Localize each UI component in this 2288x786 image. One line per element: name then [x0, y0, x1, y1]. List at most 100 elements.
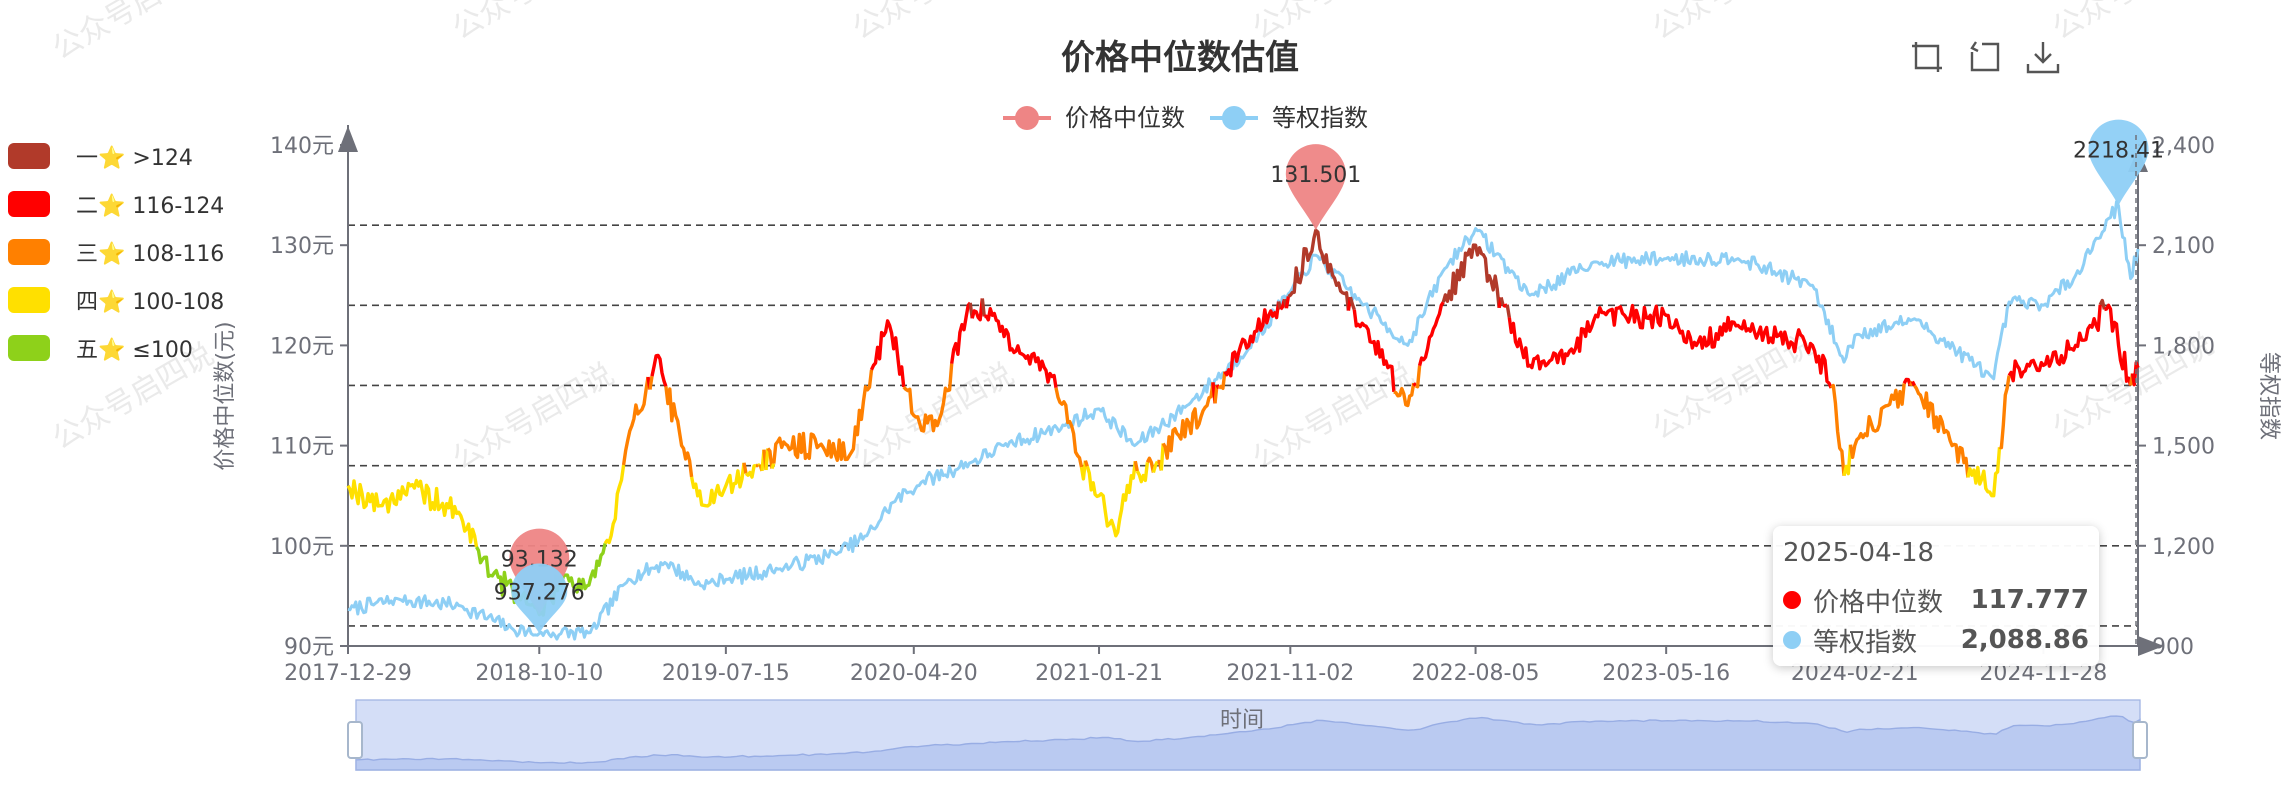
datazoom-label: 时间 — [1220, 708, 1264, 733]
median-line-segment[interactable] — [1352, 309, 1396, 393]
median-line-segment[interactable] — [764, 448, 770, 471]
legend-item-index[interactable]: 等权指数 — [1210, 104, 1368, 132]
x-tick-label: 2018-10-10 — [475, 661, 603, 686]
datazoom-handle-right[interactable] — [2132, 721, 2148, 759]
median-line-segment[interactable] — [766, 447, 774, 469]
band-legend-item-1[interactable]: 一⭐ >124 — [8, 132, 224, 180]
median-line-segment[interactable] — [902, 363, 954, 433]
median-line-segment[interactable] — [2007, 304, 2102, 383]
marker-label: 2218.41 — [2073, 139, 2164, 164]
tooltip-dot-median — [1783, 591, 1801, 609]
datazoom-selection — [355, 699, 2141, 771]
series-equal-weight-index[interactable] — [347, 200, 2140, 641]
band-label-4: 四⭐ 100-108 — [76, 290, 225, 315]
restore-icon[interactable] — [1966, 38, 2004, 76]
median-line-segment[interactable] — [950, 301, 972, 364]
left-tick-label: 100元 — [270, 535, 334, 560]
median-line-segment[interactable] — [1902, 377, 1913, 387]
median-line-segment[interactable] — [1145, 456, 1156, 473]
median-line-segment[interactable] — [1079, 460, 1088, 481]
median-line-segment[interactable] — [984, 307, 1058, 389]
median-line-segment[interactable] — [1999, 375, 2011, 450]
median-line-segment[interactable] — [980, 298, 986, 317]
median-line-segment[interactable] — [1441, 243, 1501, 308]
band-legend-item-2[interactable]: 二⭐ 116-124 — [8, 180, 224, 228]
median-line-segment[interactable] — [1054, 387, 1084, 468]
zoom-icon[interactable] — [1908, 38, 1946, 76]
median-line-segment[interactable] — [1842, 444, 1853, 477]
band-label-2: 二⭐ 116-124 — [76, 194, 225, 219]
median-line-segment[interactable] — [2104, 303, 2133, 386]
median-line-segment[interactable] — [1348, 296, 1356, 311]
series-price-median[interactable] — [346, 228, 2140, 617]
median-line-segment[interactable] — [650, 353, 668, 387]
median-line-segment[interactable] — [1135, 462, 1150, 484]
marker-label: 937.276 — [494, 581, 585, 606]
datazoom-preview — [355, 715, 2141, 771]
median-line-segment[interactable] — [1133, 460, 1139, 472]
datazoom-handle-left[interactable] — [347, 721, 363, 759]
legend-label: 价格中位数 — [1065, 104, 1185, 132]
median-line-segment[interactable] — [970, 298, 984, 322]
median-line-segment[interactable] — [1223, 301, 1281, 378]
tooltip-date: 2025-04-18 — [1783, 538, 1935, 568]
median-line-segment[interactable] — [1159, 443, 1165, 471]
median-line-segment[interactable] — [621, 376, 650, 466]
median-line-segment[interactable] — [1505, 304, 1511, 318]
right-axis-title: 等权指数 — [2256, 352, 2281, 440]
legend-item-median[interactable]: 价格中位数 — [1003, 104, 1185, 132]
band-legend-item-4[interactable]: 四⭐ 100-108 — [8, 276, 224, 324]
median-line-segment[interactable] — [1414, 365, 1422, 389]
median-line-segment[interactable] — [742, 462, 748, 474]
right-tick-label: 1,800 — [2152, 334, 2215, 359]
x-tick-label: 2021-11-02 — [1226, 661, 1354, 686]
median-line-segment[interactable] — [664, 386, 694, 478]
median-line-segment[interactable] — [1085, 461, 1137, 538]
median-line-segment[interactable] — [1151, 460, 1159, 473]
median-line-segment[interactable] — [648, 375, 654, 390]
median-line-segment[interactable] — [1913, 384, 1970, 478]
median-line-segment[interactable] — [1213, 384, 1219, 404]
median-line-segment[interactable] — [1161, 382, 1215, 460]
x-tick-label: 2017-12-29 — [284, 661, 412, 686]
median-line-segment[interactable] — [1417, 301, 1445, 367]
median-line-segment[interactable] — [1507, 303, 1833, 389]
legend-dot — [1015, 106, 1039, 130]
median-line-segment[interactable] — [869, 319, 906, 388]
median-line-segment[interactable] — [1287, 228, 1351, 311]
top-legend[interactable]: 价格中位数 等权指数 — [1003, 104, 1368, 132]
median-line-segment[interactable] — [772, 369, 874, 464]
median-line-segment[interactable] — [770, 462, 776, 470]
x-tick-label: 2023-05-16 — [1602, 661, 1730, 686]
median-line-segment[interactable] — [1083, 460, 1089, 467]
x-tick-label: 2022-08-05 — [1412, 661, 1540, 686]
left-tick-label: 120元 — [270, 334, 334, 359]
median-max-marker: 131.501 — [1270, 144, 1361, 231]
median-line-segment[interactable] — [1848, 383, 1906, 459]
median-line-segment[interactable] — [1829, 383, 1846, 476]
band-swatch-2 — [8, 191, 50, 217]
median-line-segment[interactable] — [1284, 296, 1291, 309]
median-line-segment[interactable] — [1412, 382, 1418, 387]
band-label-5: 五⭐ ≤100 — [76, 338, 193, 363]
index-line[interactable] — [347, 200, 2140, 641]
median-line-segment[interactable] — [1910, 380, 1917, 387]
tooltip-value-index: 2,088.86 — [1960, 625, 2089, 655]
datazoom-slider[interactable]: 时间 — [347, 699, 2148, 771]
median-line-segment[interactable] — [689, 462, 746, 508]
median-line-segment[interactable] — [2098, 298, 2107, 310]
band-legend-item-5[interactable]: 五⭐ ≤100 — [8, 324, 224, 372]
median-line-segment[interactable] — [1217, 371, 1227, 390]
median-line-segment[interactable] — [603, 464, 626, 545]
right-tick-label: 1,200 — [2152, 535, 2215, 560]
tooltip-name-median: 价格中位数 — [1813, 587, 1944, 618]
median-line-segment[interactable] — [1393, 382, 1416, 408]
median-line-segment[interactable] — [1499, 296, 1505, 306]
median-line-segment[interactable] — [346, 478, 479, 548]
tooltip-value-median: 117.777 — [1970, 585, 2089, 615]
band-legend-item-3[interactable]: 三⭐ 108-116 — [8, 228, 224, 276]
tooltip-dot-index — [1783, 631, 1801, 649]
median-line-segment[interactable] — [1966, 447, 2002, 498]
download-icon[interactable] — [2024, 38, 2062, 76]
median-line-segment[interactable] — [744, 463, 757, 479]
